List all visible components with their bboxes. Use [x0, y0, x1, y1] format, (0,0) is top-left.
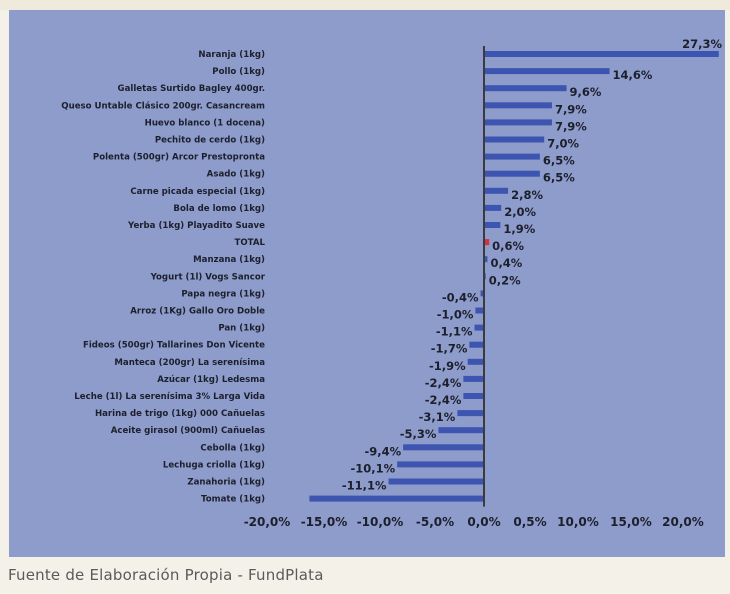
category-label: Huevo blanco (1 docena) [145, 118, 265, 128]
x-tick-label: -20,0% [244, 515, 291, 529]
bar [403, 444, 484, 451]
bar [463, 375, 484, 382]
category-label: Yerba (1kg) Playadito Suave [127, 221, 265, 231]
category-label: Cebolla (1kg) [200, 443, 265, 453]
bar [484, 222, 501, 228]
x-tick-label: -5,0% [416, 515, 454, 529]
category-label: Tomate (1kg) [201, 495, 265, 505]
category-label: Pollo (1kg) [212, 67, 265, 77]
category-label: Asado (1kg) [207, 170, 265, 180]
value-label: 7,9% [555, 119, 587, 133]
category-label: Azúcar (1kg) Ledesma [157, 375, 265, 385]
value-label: 6,5% [543, 154, 575, 168]
value-label: 6,5% [543, 171, 575, 185]
bar-chart: Naranja (1kg) 27,3% Pollo (1kg) 14,6% Gallet… [61, 37, 722, 529]
category-label: Galletas Surtido Bagley 400gr. [118, 84, 265, 94]
value-label: -1,1% [436, 325, 473, 339]
category-label: Queso Untable Clásico 200gr. Casancream [61, 101, 265, 111]
value-label: 0,4% [490, 256, 522, 270]
category-label: Zanahoria (1kg) [187, 478, 265, 488]
category-label: Carne picada especial (1kg) [130, 187, 265, 197]
x-tick-label: 0,0% [467, 515, 500, 529]
bar [397, 461, 484, 468]
value-label: 2,8% [511, 188, 543, 202]
value-label: 7,0% [547, 137, 579, 151]
category-label: Manzana (1kg) [193, 255, 265, 265]
bar [484, 153, 540, 160]
value-label: -11,1% [342, 479, 387, 493]
chart-panel [9, 10, 725, 557]
bar [484, 136, 545, 143]
bar [467, 358, 484, 365]
bar [484, 85, 567, 92]
category-label: Aceite girasol (900ml) Cañuelas [111, 426, 265, 436]
bar [484, 102, 552, 109]
bar [484, 256, 488, 263]
bar [484, 119, 552, 126]
x-tick-label: 10,0% [557, 515, 599, 529]
bar [480, 290, 484, 297]
bar [469, 341, 484, 348]
category-label: Fideos (500gr) Tallarines Don Vicente [83, 341, 265, 351]
category-label: Arroz (1Kg) Gallo Oro Doble [130, 307, 265, 317]
bar [474, 324, 484, 331]
bar [484, 68, 610, 75]
bar [484, 239, 490, 246]
value-label: -1,9% [429, 359, 466, 373]
bar [438, 427, 484, 434]
bar [463, 393, 484, 399]
category-label: Bola de lomo (1kg) [173, 204, 265, 214]
value-label: -3,1% [419, 410, 456, 424]
value-label: -5,3% [400, 427, 437, 441]
bar [475, 307, 484, 314]
bar [388, 478, 484, 485]
value-label: -1,7% [431, 342, 468, 356]
category-label: Pan (1kg) [218, 324, 265, 334]
category-label: Polenta (500gr) Arcor Prestopronta [93, 153, 265, 163]
bar [484, 187, 509, 194]
category-label: TOTAL [235, 238, 266, 248]
value-label: -1,0% [437, 308, 474, 322]
value-label: 0,2% [489, 273, 521, 287]
value-label: 27,3% [682, 37, 722, 51]
category-label: Harina de trigo (1kg) 000 Cañuelas [95, 409, 265, 419]
bar [484, 204, 502, 211]
x-tick-label: 0,5% [513, 515, 546, 529]
x-tick-label: 20,0% [662, 515, 704, 529]
bar [309, 495, 484, 502]
top-strip [0, 0, 730, 10]
value-label: 2,0% [504, 205, 536, 219]
bar [457, 410, 484, 417]
value-label: 14,6% [613, 68, 653, 82]
value-label: 1,9% [503, 222, 535, 236]
x-tick-label: 15,0% [610, 515, 652, 529]
value-label: 0,6% [492, 239, 524, 253]
value-label: -2,4% [425, 376, 462, 390]
value-label: 9,6% [570, 85, 602, 99]
source-caption: Fuente de Elaboración Propia - FundPlata [8, 566, 324, 584]
value-label: -10,1% [350, 461, 395, 475]
category-label: Pechito de cerdo (1kg) [155, 136, 265, 146]
x-tick-label: -10,0% [357, 515, 404, 529]
category-label: Naranja (1kg) [198, 50, 265, 60]
value-label: -9,4% [364, 444, 401, 458]
category-label: Leche (1l) La serenísima 3% Larga Vida [74, 392, 265, 402]
category-label: Manteca (200gr) La serenísima [114, 358, 265, 368]
category-label: Yogurt (1l) Vogs Sancor [150, 272, 266, 282]
value-label: -2,4% [425, 393, 462, 407]
value-label: -0,4% [442, 290, 479, 304]
bar [484, 170, 540, 177]
x-tick-label: -15,0% [301, 515, 348, 529]
category-label: Papa negra (1kg) [181, 289, 265, 299]
category-label: Lechuga criolla (1kg) [163, 460, 265, 470]
value-label: 7,9% [555, 102, 587, 116]
bar [484, 51, 719, 57]
